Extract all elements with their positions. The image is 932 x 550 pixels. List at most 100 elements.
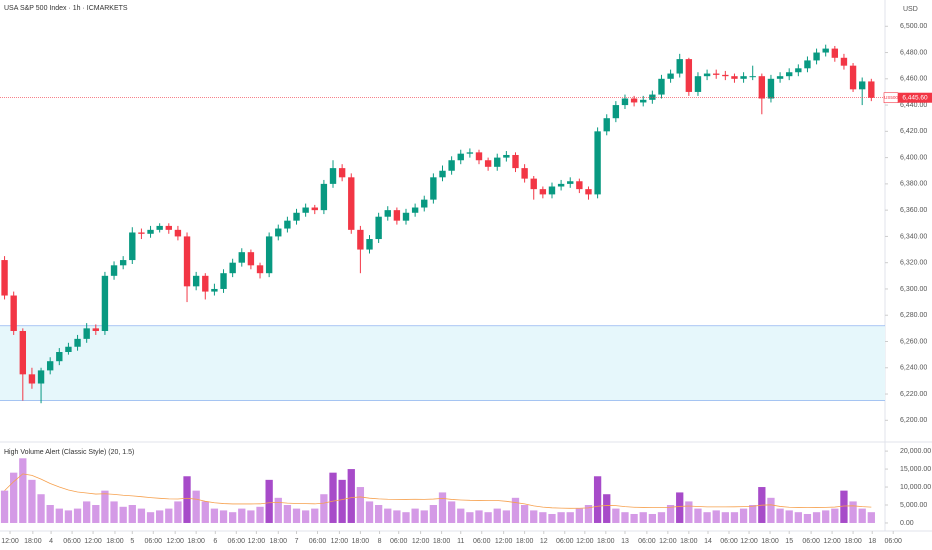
candle-body <box>329 168 337 184</box>
candle-body <box>384 210 391 217</box>
candle-body <box>65 346 72 352</box>
x-tick-label: 12:00 <box>1 538 19 545</box>
candle-body <box>557 183 565 187</box>
candle-body <box>521 168 528 179</box>
x-tick-label: 14 <box>704 538 712 545</box>
y-tick-label: 6,300.00 <box>900 286 927 293</box>
y-tick-label: 6,320.00 <box>900 260 927 267</box>
candle-body <box>192 275 200 287</box>
candle-body <box>503 154 510 158</box>
volume-bar <box>730 512 739 523</box>
volume-bar <box>511 497 520 523</box>
y-tick-label: 6,480.00 <box>900 49 927 56</box>
volume-ma <box>4 473 872 509</box>
y-tick-label: 6,200.00 <box>900 417 927 424</box>
volume-y-tick-label: 15,000.00 <box>900 466 931 473</box>
volume-bar <box>694 508 702 523</box>
candle-body <box>621 98 629 106</box>
volume-bar <box>37 494 45 523</box>
volume-bar <box>475 510 483 523</box>
volume-bar <box>630 513 638 523</box>
candle-body <box>594 131 601 195</box>
candle-body <box>338 168 346 178</box>
volume-bar <box>831 508 839 523</box>
candle-body <box>722 74 729 77</box>
volume-y-tick-label: 20,000.00 <box>900 448 931 455</box>
volume-bar <box>292 508 301 523</box>
candle-body <box>731 76 738 79</box>
x-tick-label: 06:00 <box>556 538 574 545</box>
candle-body <box>156 225 163 230</box>
candle-body <box>512 154 519 169</box>
x-tick-label: 18:00 <box>844 538 862 545</box>
x-tick-label: 12:00 <box>248 538 266 545</box>
candle-body <box>302 207 309 213</box>
chart-title: USA S&P 500 Index · 1h · ICMARKETS <box>4 5 128 12</box>
candle-body <box>202 275 209 292</box>
volume-bar <box>657 512 666 523</box>
volume-bar <box>247 510 255 523</box>
volume-bar <box>174 501 182 523</box>
volume-bar <box>92 505 100 523</box>
x-tick-label: 06:00 <box>473 538 491 545</box>
volume-bar <box>447 501 456 523</box>
candle-body <box>1 260 8 296</box>
y-tick-label: 6,440.00 <box>900 102 927 109</box>
candle-body <box>576 181 583 190</box>
candle-body <box>46 361 54 371</box>
volume-bar <box>566 512 574 523</box>
y-tick-label: 6,260.00 <box>900 338 927 345</box>
volume-bar <box>539 512 547 523</box>
candle-body <box>448 160 455 171</box>
zone <box>0 325 885 401</box>
volume-bar <box>338 479 346 523</box>
volume-bar <box>749 505 757 523</box>
volume-bar <box>767 497 775 523</box>
volume-bar <box>137 508 146 523</box>
volume-bar <box>621 512 629 523</box>
volume-bar <box>301 510 310 523</box>
candle-body <box>703 73 711 77</box>
candle-body <box>758 76 766 99</box>
volume-bar <box>858 508 866 523</box>
x-tick-label: 12:00 <box>659 538 677 545</box>
y-tick-label: 6,280.00 <box>900 312 927 319</box>
candle-body <box>822 48 829 53</box>
y-tick-label: 6,500.00 <box>900 23 927 30</box>
candle-body <box>220 273 227 289</box>
volume-bar <box>785 510 793 523</box>
candle-body <box>375 216 382 240</box>
x-tick-label: 12:00 <box>166 538 184 545</box>
volume-bar <box>648 513 656 523</box>
x-tick-label: 06:00 <box>638 538 656 545</box>
x-tick-label: 6 <box>213 538 217 545</box>
candle-body <box>28 374 36 384</box>
volume-bar <box>83 501 91 523</box>
candle-body <box>567 181 574 184</box>
candle-body <box>548 186 556 195</box>
candle-body <box>56 352 63 362</box>
volume-bar <box>457 508 465 523</box>
candle-body <box>612 105 620 119</box>
volume-bar <box>776 508 784 523</box>
x-tick-label: 12:00 <box>495 538 513 545</box>
x-tick-label: 06:00 <box>309 538 327 545</box>
candle-body <box>238 252 245 263</box>
candle-body <box>320 183 328 211</box>
volume-bar <box>256 506 264 523</box>
volume-bar <box>803 513 812 523</box>
currency-label: USD <box>903 6 918 13</box>
candle-body <box>402 212 410 221</box>
volume-bar <box>402 512 410 523</box>
volume-bar <box>219 510 228 523</box>
candle-body <box>603 118 610 132</box>
candle-body <box>494 157 501 167</box>
volume-bar <box>548 513 556 523</box>
volume-bar <box>146 512 155 523</box>
volume-bar <box>676 492 684 523</box>
y-tick-label: 6,380.00 <box>900 181 927 188</box>
candle-body <box>804 60 811 69</box>
y-tick-label: 6,460.00 <box>900 76 927 83</box>
x-tick-label: 06:00 <box>145 538 163 545</box>
